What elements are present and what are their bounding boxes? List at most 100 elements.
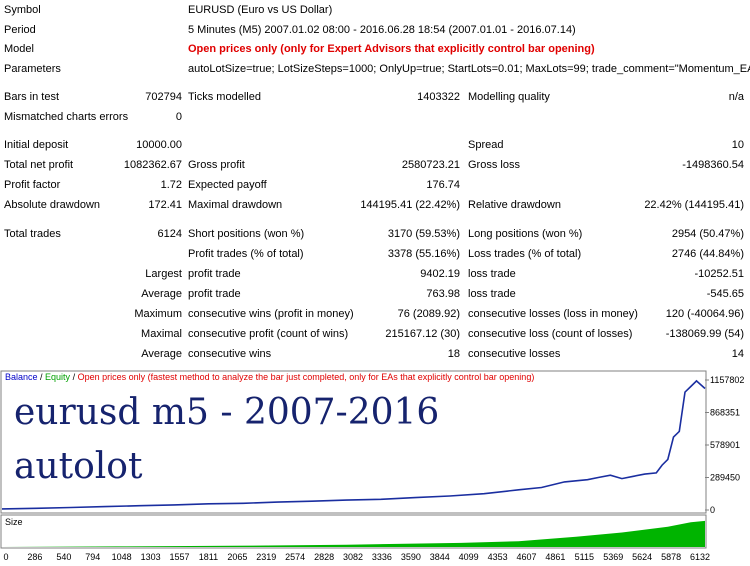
average-profit-label: profit trade (188, 288, 241, 300)
absolute-drawdown-label: Absolute drawdown (4, 199, 101, 211)
maximal-drawdown-value: 144195.41 (22.42%) (360, 199, 460, 211)
overlay-subtitle: autolot (14, 446, 143, 487)
relative-drawdown-label: Relative drawdown (468, 199, 561, 211)
legend-separator: / (70, 372, 78, 382)
y-axis-ticks: 1157802 868351 578901 289450 0 (705, 375, 744, 515)
bars-value: 702794 (145, 91, 182, 103)
x-tick-label: 286 (27, 552, 42, 562)
x-tick-label: 3590 (401, 552, 421, 562)
net-profit-value: 1082362.67 (123, 159, 182, 171)
x-tick-label: 1048 (112, 552, 132, 562)
y-tick-label: 578901 (710, 440, 740, 450)
x-tick-label: 6132 (690, 552, 710, 562)
average-consecutive-losses-value: 14 (731, 348, 744, 360)
y-tick-label: 289450 (710, 473, 740, 483)
deposit-value: 10000.00 (136, 139, 182, 151)
legend-balance: Balance (5, 372, 38, 382)
profit-trades-label: Profit trades (% of total) (188, 248, 304, 260)
largest-label: Largest (145, 268, 182, 280)
expected-payoff-value: 176.74 (426, 179, 460, 191)
period-label: Period (4, 24, 36, 36)
x-tick-label: 3336 (372, 552, 392, 562)
x-tick-label: 5878 (661, 552, 681, 562)
maximal-consecutive-profit-value: 215167.12 (30) (385, 328, 460, 340)
x-tick-label: 3082 (343, 552, 363, 562)
y-tick-label: 1157802 (710, 375, 744, 385)
x-tick-label: 2319 (256, 552, 276, 562)
loss-trades-label: Loss trades (% of total) (468, 248, 582, 260)
x-tick-label: 1557 (169, 552, 189, 562)
total-trades-label: Total trades (4, 228, 61, 240)
relative-drawdown-value: 22.42% (144195.41) (644, 199, 744, 211)
x-tick-label: 5624 (632, 552, 652, 562)
x-tick-label: 4353 (488, 552, 508, 562)
quality-label: Modelling quality (468, 91, 550, 103)
net-profit-label: Total net profit (4, 159, 74, 171)
main-plot-frame (0, 370, 707, 514)
largest-profit-label: profit trade (188, 268, 241, 280)
size-plot-frame (0, 514, 707, 549)
x-tick-label: 3844 (430, 552, 450, 562)
average-consecutive-wins-label: consecutive wins (188, 348, 272, 360)
spread-label: Spread (468, 139, 504, 151)
maximal-consecutive-loss-label: consecutive loss (count of losses) (468, 328, 633, 340)
average-consecutive-losses-label: consecutive losses (468, 348, 561, 360)
x-tick-label: 4607 (516, 552, 536, 562)
balance-chart: 1157802 868351 578901 289450 0 0 286 540 794 104… (0, 370, 744, 562)
max-consecutive-losses-value: 120 (-40064.96) (665, 308, 744, 320)
legend-note: Open prices only (fastest method to anal… (78, 372, 535, 382)
overlay-title: eurusd m5 - 2007-2016 (14, 392, 440, 433)
maximal-drawdown-label: Maximal drawdown (188, 199, 283, 211)
largest-loss-value: -10252.51 (694, 268, 744, 280)
expected-payoff-label: Expected payoff (188, 179, 267, 191)
legend-separator: / (38, 372, 46, 382)
model-label: Model (4, 43, 34, 55)
x-tick-label: 540 (56, 552, 71, 562)
x-tick-label: 2065 (227, 552, 247, 562)
maximum-label: Maximum (134, 308, 182, 320)
symbol-label: Symbol (4, 4, 41, 16)
x-tick-label: 1811 (199, 552, 218, 562)
chart-legend: Balance / Equity / Open prices only (fas… (5, 372, 534, 382)
x-tick-label: 4099 (459, 552, 479, 562)
absolute-drawdown-value: 172.41 (148, 199, 182, 211)
period-value: 5 Minutes (M5) 2007.01.02 08:00 - 2016.0… (188, 24, 576, 36)
total-trades-value: 6124 (157, 228, 182, 240)
average-loss-value: -545.65 (706, 288, 744, 300)
average-consecutive-wins-value: 18 (447, 348, 460, 360)
long-positions-value: 2954 (50.47%) (671, 228, 744, 240)
ticks-value: 1403322 (417, 91, 460, 103)
symbol-value: EURUSD (Euro vs US Dollar) (188, 4, 333, 16)
gross-profit-label: Gross profit (188, 159, 245, 171)
maximal-consecutive-profit-label: consecutive profit (count of wins) (188, 328, 349, 340)
size-area (2, 520, 705, 547)
profit-factor-value: 1.72 (160, 179, 182, 191)
bars-label: Bars in test (4, 91, 60, 103)
loss-trades-value: 2746 (44.84%) (671, 248, 744, 260)
parameters-value: autoLotSize=true; LotSizeSteps=1000; Onl… (188, 63, 750, 75)
long-positions-label: Long positions (won %) (468, 228, 583, 240)
gross-loss-label: Gross loss (468, 159, 520, 171)
ticks-label: Ticks modelled (188, 91, 261, 103)
balance-line (1, 379, 706, 510)
profit-factor-label: Profit factor (4, 179, 61, 191)
parameters-label: Parameters (4, 63, 61, 75)
x-tick-label: 794 (85, 552, 100, 562)
x-tick-label: 0 (3, 552, 8, 562)
max-consecutive-wins-value: 76 (2089.92) (397, 308, 460, 320)
largest-loss-label: loss trade (468, 268, 516, 280)
x-tick-label: 1303 (141, 552, 161, 562)
short-positions-value: 3170 (59.53%) (387, 228, 460, 240)
average-consecutive-label: Average (141, 348, 182, 360)
x-tick-label: 5369 (603, 552, 623, 562)
balance-chart-panel: 1157802 868351 578901 289450 0 0 286 540 794 104… (0, 368, 750, 563)
x-tick-label: 4861 (545, 552, 565, 562)
average-loss-label: loss trade (468, 288, 516, 300)
average-label: Average (141, 288, 182, 300)
legend-equity: Equity (45, 372, 71, 382)
maximal-consecutive-loss-value: -138069.99 (54) (665, 328, 744, 340)
gross-loss-value: -1498360.54 (682, 159, 744, 171)
size-bars (2, 520, 705, 547)
y-tick-label: 0 (710, 505, 715, 515)
spread-value: 10 (731, 139, 744, 151)
